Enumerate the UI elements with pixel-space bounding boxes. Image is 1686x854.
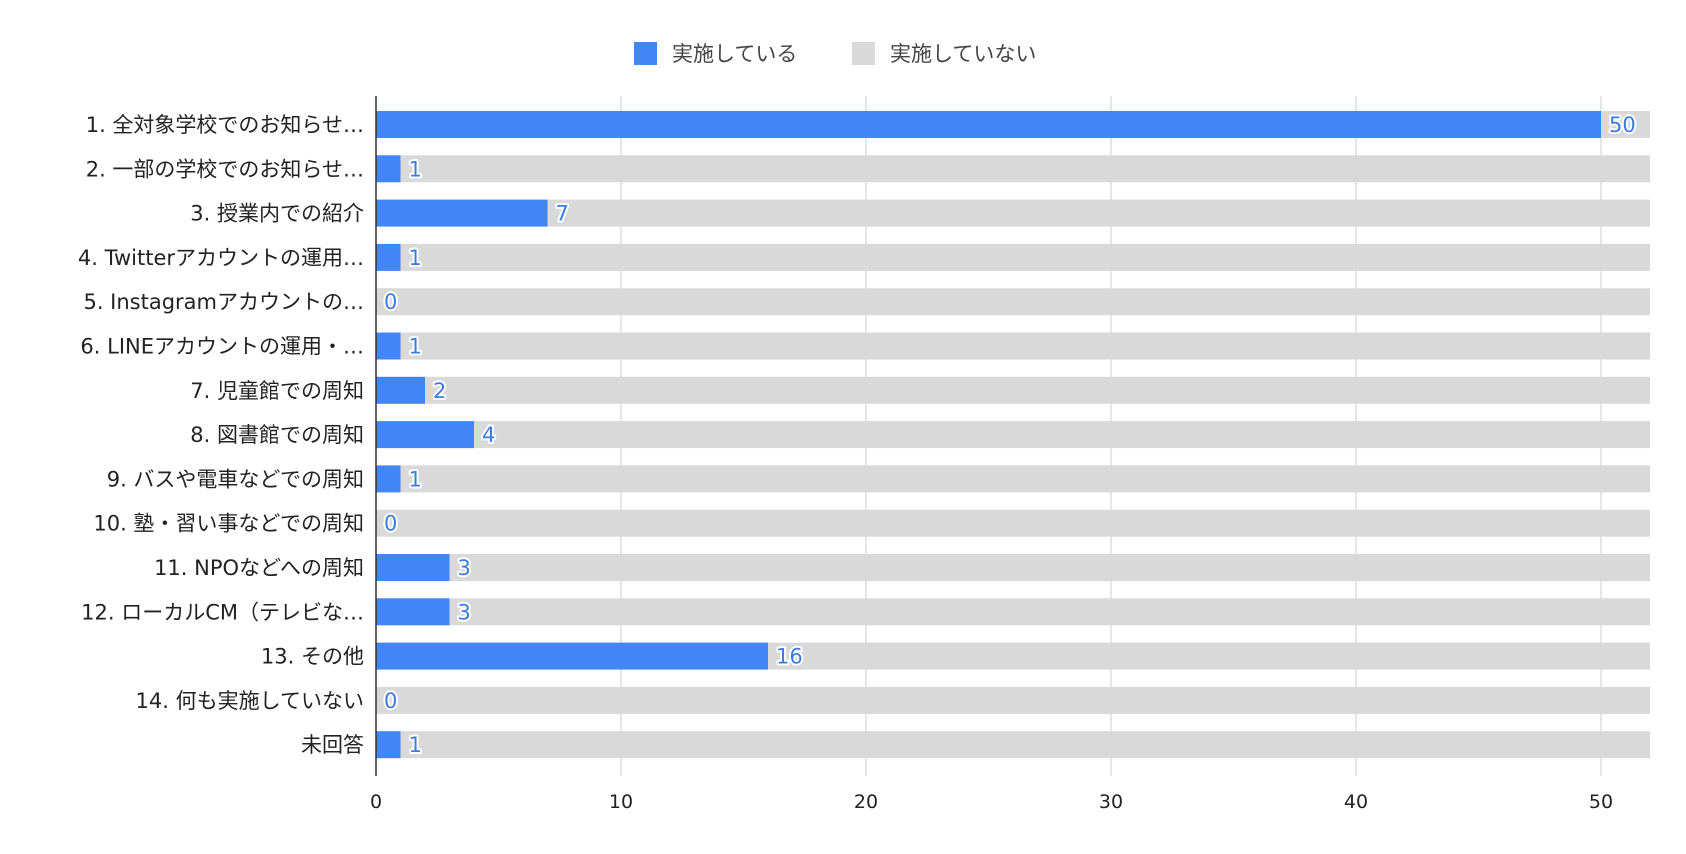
bar-12-series-1 <box>376 598 450 626</box>
bar-2-series-2 <box>400 155 1650 183</box>
data-label-6: 1 <box>409 335 422 359</box>
category-label-15: 未回答 <box>301 733 364 757</box>
bar-13-series-2 <box>768 642 1650 670</box>
bar-3-series-1 <box>376 199 548 227</box>
category-label-14: 14. 何も実施していない <box>136 689 364 713</box>
category-label-11: 11. NPOなどへの周知 <box>154 556 364 580</box>
legend-label-2: 実施していない <box>890 42 1036 66</box>
bar-15-series-2 <box>400 731 1650 759</box>
bar-8-series-1 <box>376 421 474 449</box>
bar-5-series-2 <box>376 288 1650 316</box>
bar-9-series-2 <box>400 465 1650 493</box>
bar-6-series-2 <box>400 332 1650 360</box>
category-label-9: 9. バスや電車などでの周知 <box>107 467 364 491</box>
category-label-6: 6. LINEアカウントの運用・… <box>80 335 364 359</box>
bar-6-series-1 <box>376 332 401 360</box>
data-label-12: 3 <box>458 600 471 624</box>
category-label-13: 13. その他 <box>261 645 364 669</box>
category-labels: 1. 全対象学校でのお知らせ… 2. 一部の学校でのお知らせ… 3. 授業内での紹介… <box>78 113 364 757</box>
bar-4-series-2 <box>400 243 1650 271</box>
category-label-5: 5. Instagramアカウントの… <box>83 290 364 314</box>
bar-15-series-1 <box>376 731 401 759</box>
x-tick-label-0: 0 <box>370 791 382 813</box>
x-tick-label-2: 20 <box>854 791 878 813</box>
x-tick-label-5: 50 <box>1589 791 1613 813</box>
bar-7-series-2 <box>425 376 1650 404</box>
bar-10-series-2 <box>376 509 1650 537</box>
bar-3-series-2 <box>547 199 1650 227</box>
legend-swatch-1 <box>634 42 657 65</box>
x-tick-label-4: 40 <box>1344 791 1368 813</box>
bar-11-series-1 <box>376 554 450 581</box>
data-label-8: 4 <box>482 423 495 447</box>
bar-1-series-2 <box>1601 111 1650 138</box>
data-label-1: 50 <box>1609 113 1636 137</box>
bar-13-series-1 <box>376 642 768 670</box>
bar-14-series-2 <box>376 686 1650 714</box>
bar-12-series-2 <box>449 598 1650 626</box>
legend-label-1: 実施している <box>672 42 797 66</box>
bar-4-series-1 <box>376 243 401 271</box>
legend: 実施している 実施していない <box>634 42 1036 66</box>
bar-1-series-1 <box>376 111 1601 138</box>
data-label-9: 1 <box>409 467 422 491</box>
legend-swatch-2 <box>852 42 875 65</box>
data-label-15: 1 <box>409 733 422 757</box>
category-label-7: 7. 児童館での周知 <box>190 379 364 403</box>
data-label-2: 1 <box>409 157 422 181</box>
bar-7-series-1 <box>376 376 425 404</box>
bar-11-series-2 <box>449 554 1650 581</box>
data-label-4: 1 <box>409 246 422 270</box>
category-label-2: 2. 一部の学校でのお知らせ… <box>86 157 364 181</box>
data-label-7: 2 <box>433 379 446 403</box>
data-label-3: 7 <box>556 202 569 226</box>
x-tick-label-1: 10 <box>609 791 633 813</box>
category-label-8: 8. 図書館での周知 <box>190 423 364 447</box>
x-tick-labels: 0 10 20 30 40 50 <box>370 791 1613 813</box>
x-tick-label-3: 30 <box>1099 791 1123 813</box>
category-label-4: 4. Twitterアカウントの運用… <box>78 246 364 270</box>
bar-9-series-1 <box>376 465 401 493</box>
bar-8-series-2 <box>474 421 1650 449</box>
category-label-3: 3. 授業内での紹介 <box>190 202 364 226</box>
category-label-10: 10. 塾・習い事などでの周知 <box>93 512 364 536</box>
data-label-10: 0 <box>384 512 397 536</box>
bars <box>376 111 1650 759</box>
data-label-5: 0 <box>384 290 397 314</box>
bar-2-series-1 <box>376 155 401 183</box>
category-label-12: 12. ローカルCM（テレビな… <box>81 600 364 624</box>
data-label-11: 3 <box>458 556 471 580</box>
data-label-14: 0 <box>384 689 397 713</box>
data-label-13: 16 <box>776 645 803 669</box>
category-label-1: 1. 全対象学校でのお知らせ… <box>86 113 364 137</box>
